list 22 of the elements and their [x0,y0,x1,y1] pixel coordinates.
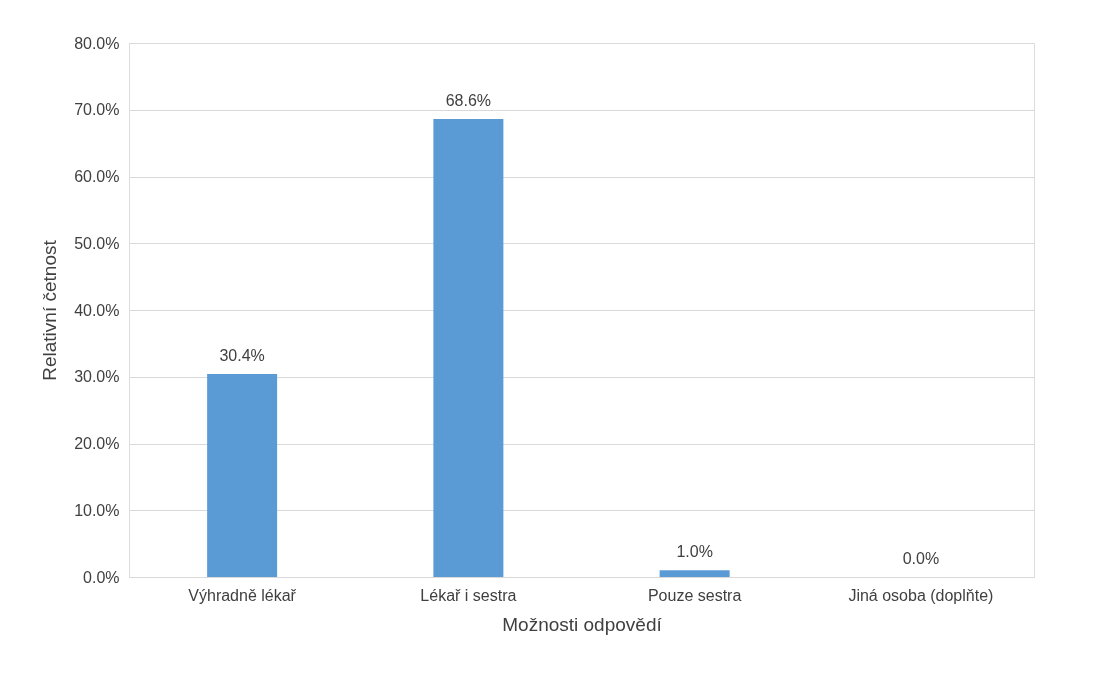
y-tick-label: 60.0% [74,168,120,185]
y-axis-title: Relativní četnost [39,239,61,381]
y-tick-label: 40.0% [74,301,120,319]
y-tick-label: 30.0% [74,368,120,386]
data-label: 0.0% [902,550,940,567]
x-tick-label: Lékař i sestra [420,586,517,604]
y-tick-label: 0.0% [83,568,120,586]
x-tick-label: Jiná osoba (doplňte) [848,586,994,604]
data-label: 68.6% [445,92,492,110]
y-tick-label: 80.0% [74,34,120,52]
y-tick-label: 20.0% [74,435,120,452]
data-label: 1.0% [676,543,713,561]
bar [433,119,504,577]
bar [659,570,730,577]
y-tick-label: 50.0% [74,234,120,252]
y-tick-label: 10.0% [74,501,120,519]
x-axis-title: Možnosti odpovědí [502,613,663,635]
y-tick-label: 70.0% [74,101,120,119]
x-tick-label: Výhradně lékař [188,586,297,604]
bar [207,374,278,577]
x-tick-label: Pouze sestra [647,586,742,604]
data-label: 30.4% [219,347,265,365]
